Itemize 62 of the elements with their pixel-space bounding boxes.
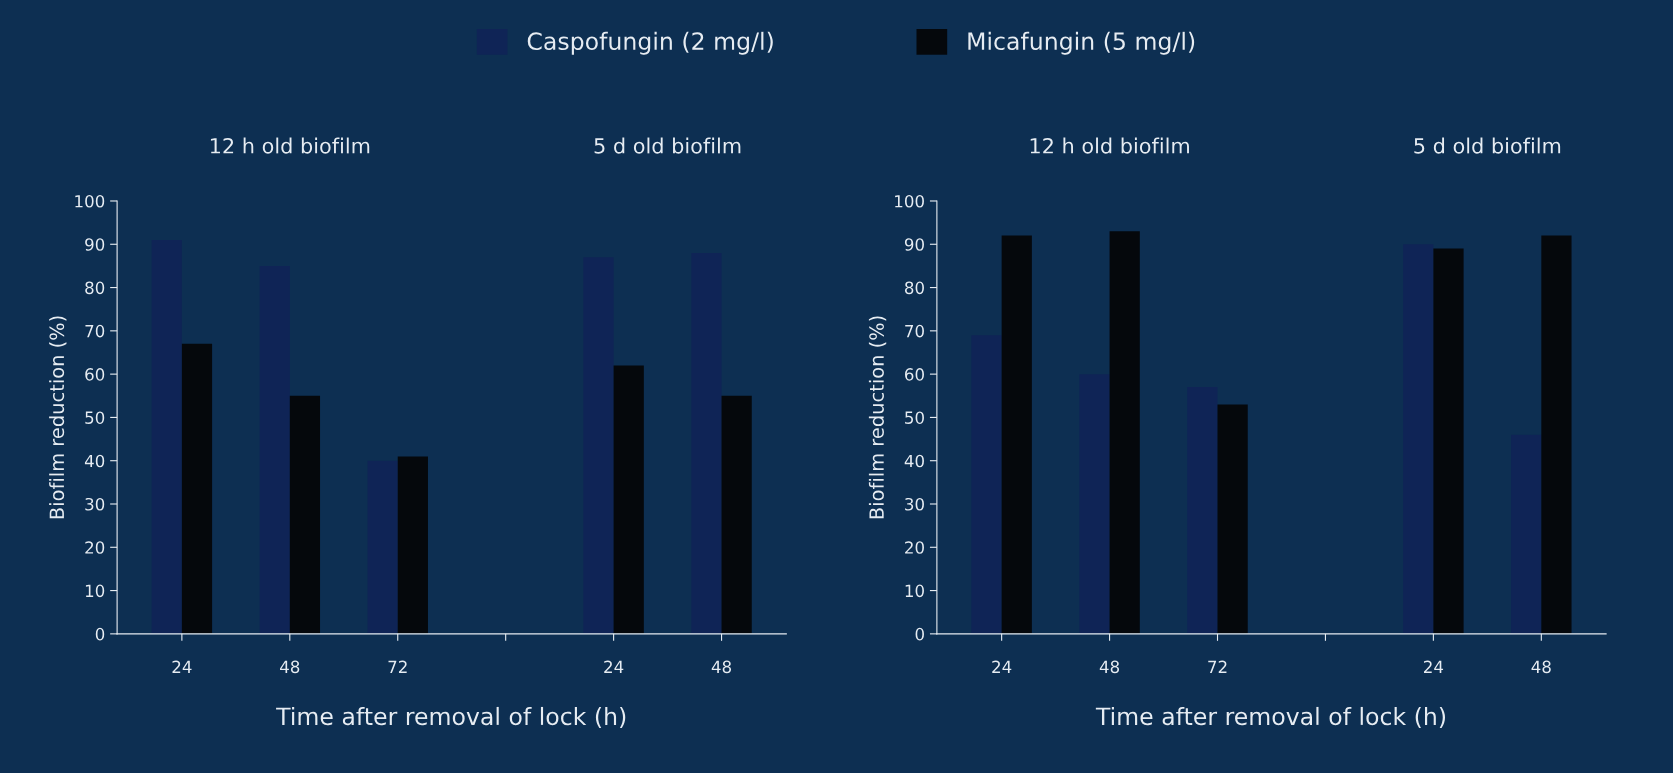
y-tick-label: 60 [905, 368, 924, 381]
bar [289, 395, 321, 634]
legend-label: Micafungin (5 mg/l) [968, 31, 1195, 55]
y-tick-label: 80 [85, 281, 105, 295]
bar [1217, 404, 1248, 634]
x-tick-label: 48 [1531, 660, 1551, 674]
y-tick-label: 10 [85, 584, 105, 598]
y-tick-label: 0 [915, 627, 924, 641]
bar [721, 395, 752, 634]
x-tick-label: 72 [388, 660, 407, 673]
bar [1187, 387, 1218, 634]
y-axis-title: Biofilm reduction (%) [49, 316, 67, 519]
bar [1403, 244, 1434, 634]
bar [971, 335, 1002, 634]
y-tick-label: 0 [95, 627, 105, 641]
x-axis-title: Time after removal of lock (h) [276, 706, 626, 728]
y-tick-label: 10 [905, 584, 924, 598]
bar [1079, 374, 1110, 634]
text: 12 h old biofilm [210, 137, 370, 154]
bar [691, 252, 722, 634]
bar [1001, 235, 1032, 634]
y-tick-label: 70 [85, 324, 105, 338]
y-tick-label: 100 [895, 194, 924, 208]
text: 5 d old biofilm [1414, 137, 1561, 154]
bar [151, 239, 182, 634]
y-tick-label: 60 [85, 368, 105, 381]
y-tick-label: 100 [75, 194, 105, 208]
bar [1511, 434, 1542, 634]
x-tick-label: 24 [604, 660, 624, 673]
bar [259, 265, 290, 634]
y-tick-label: 20 [905, 541, 924, 554]
bar [613, 365, 644, 634]
x-tick-label: 48 [280, 660, 300, 674]
x-tick-label: 72 [1208, 660, 1227, 673]
x-axis-title: Time after removal of lock (h) [1095, 706, 1446, 728]
bar [397, 456, 428, 634]
y-tick-label: 30 [85, 497, 105, 511]
y-tick-label: 40 [904, 454, 924, 468]
y-tick-label: 30 [905, 497, 924, 511]
y-tick-label: 20 [85, 541, 105, 554]
bar [1541, 235, 1572, 634]
bar [1433, 248, 1464, 634]
bar [181, 343, 213, 634]
bar [583, 257, 614, 634]
y-tick-label: 40 [84, 454, 105, 468]
legend-label: Caspofungin (2 mg/l) [527, 31, 773, 55]
y-tick-label: 90 [904, 238, 924, 251]
y-tick-label: 90 [85, 238, 105, 251]
x-tick-label: 48 [711, 660, 732, 674]
x-tick-label: 24 [172, 660, 192, 673]
bar [367, 460, 398, 634]
bar [1109, 231, 1140, 634]
x-tick-label: 24 [1424, 660, 1444, 673]
y-axis-title: Biofilm reduction (%) [868, 316, 887, 519]
y-tick-label: 80 [905, 281, 924, 295]
y-tick-label: 70 [905, 324, 924, 338]
x-tick-label: 48 [1099, 660, 1120, 674]
text: 5 d old biofilm [594, 137, 741, 154]
y-tick-label: 50 [905, 411, 924, 424]
x-tick-label: 24 [992, 660, 1012, 673]
y-tick-label: 50 [85, 411, 105, 424]
text: 12 h old biofilm [1030, 137, 1189, 154]
